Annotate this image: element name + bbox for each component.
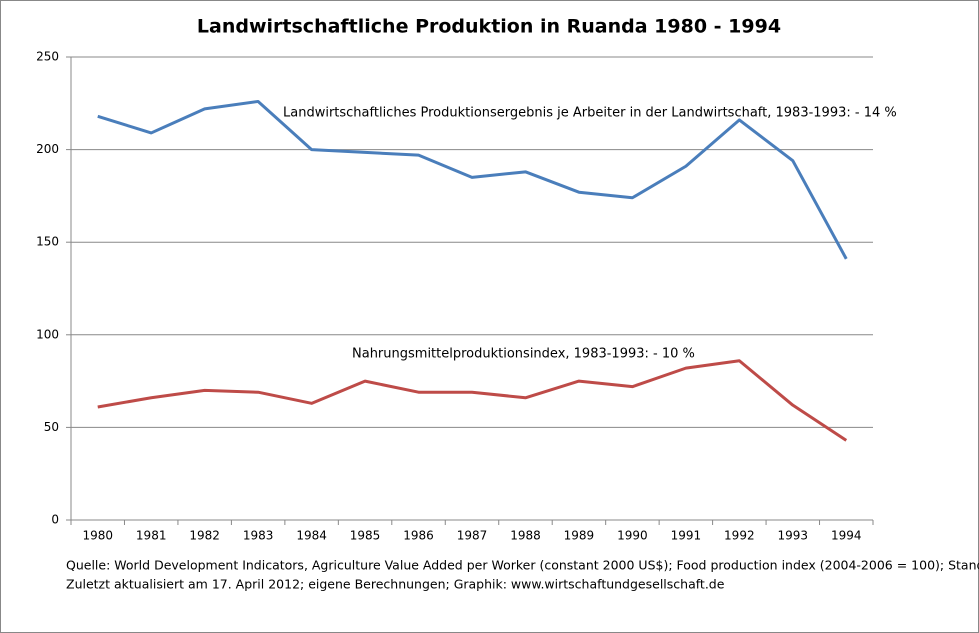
x-tick-label: 1982	[189, 529, 220, 543]
x-tick-label: 1981	[136, 529, 167, 543]
x-tick-label: 1983	[243, 529, 274, 543]
source-note: Quelle: World Development Indicators, Ag…	[66, 558, 979, 573]
chart-title: Landwirtschaftliche Produktion in Ruanda…	[197, 16, 781, 38]
x-tick-label: 1986	[403, 529, 434, 543]
x-tick-label: 1994	[831, 529, 862, 543]
x-tick-label: 1988	[510, 529, 541, 543]
y-tick-label: 200	[36, 142, 59, 156]
x-tick-label: 1980	[82, 529, 113, 543]
x-tick-label: 1987	[457, 529, 488, 543]
annotation: Landwirtschaftliches Produktionsergebnis…	[283, 106, 897, 121]
x-tick-label: 1990	[617, 529, 648, 543]
x-tick-label: 1985	[350, 529, 381, 543]
x-tick-label: 1984	[296, 529, 327, 543]
y-tick-label: 100	[36, 327, 59, 341]
x-tick-label: 1989	[564, 529, 595, 543]
series-line	[97, 99, 848, 260]
x-tick-label: 1992	[724, 529, 755, 543]
x-tick-label: 1993	[778, 529, 809, 543]
annotation: Nahrungsmittelproduktionsindex, 1983-199…	[352, 347, 695, 362]
source-note: Zuletzt aktualisiert am 17. April 2012; …	[66, 577, 725, 592]
y-tick-label: 50	[44, 420, 59, 434]
y-tick-label: 0	[51, 513, 59, 527]
y-tick-label: 150	[36, 235, 59, 249]
series-line	[97, 359, 848, 442]
y-tick-label: 250	[36, 50, 59, 64]
x-tick-label: 1991	[671, 529, 702, 543]
